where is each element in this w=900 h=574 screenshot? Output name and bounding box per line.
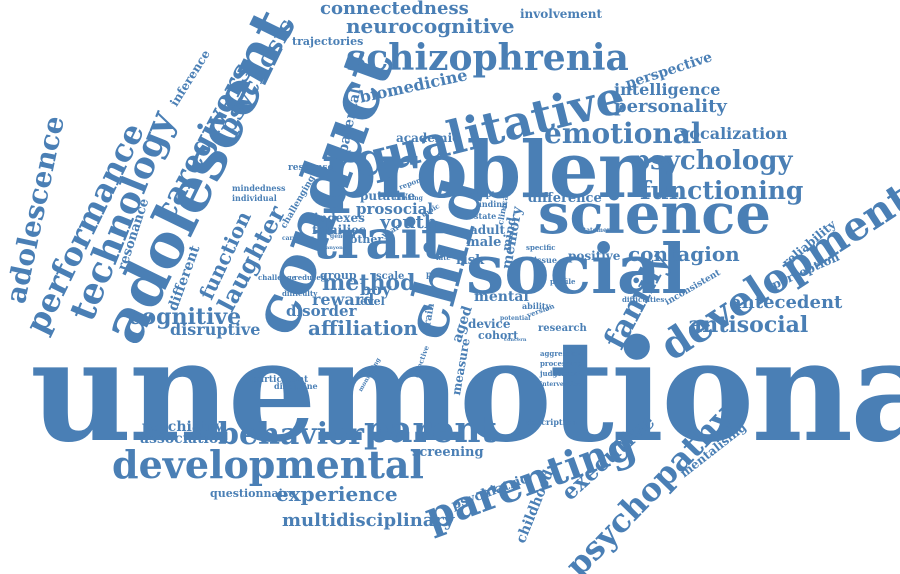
word-screening: screening xyxy=(412,445,484,460)
word-caregiver: caregiver xyxy=(282,235,314,242)
word-putative: putative xyxy=(360,189,416,203)
word-social: social xyxy=(466,230,687,310)
word-response: response xyxy=(288,163,334,173)
word-proc: proc xyxy=(426,269,447,279)
word-method: method xyxy=(322,270,416,296)
word-risk: risk xyxy=(456,253,485,268)
word-difficulty: difficulty xyxy=(282,289,318,298)
word-cohort: cohort xyxy=(478,329,519,342)
word-group: group xyxy=(320,269,357,282)
word-problem: problem xyxy=(322,125,680,216)
word-level: level xyxy=(356,295,385,308)
word-cognitive: cognitive xyxy=(128,304,242,330)
word-mental: mental xyxy=(474,289,529,305)
word-research: research xyxy=(538,323,587,334)
word-involvement: involvement xyxy=(520,7,603,21)
word-description: description xyxy=(526,417,577,427)
word-academic: academic xyxy=(396,131,460,145)
word-discipline: discipline xyxy=(274,381,318,391)
word-antecedent: antecedent xyxy=(730,292,843,313)
word-unemotional: unemotional xyxy=(30,310,900,474)
word-potential: potential xyxy=(500,315,531,322)
word-psychology: psychology xyxy=(632,146,793,176)
word-aggression: aggression xyxy=(540,349,583,358)
word-late: late xyxy=(436,253,451,262)
word-intervention: intervention xyxy=(540,381,582,388)
word-reward: reward xyxy=(312,290,375,309)
word-issue: issue xyxy=(534,255,557,265)
word-anyone: anyone xyxy=(326,245,346,251)
word-reduced: reduced xyxy=(294,273,326,282)
word-families: families xyxy=(312,223,366,237)
word-finding: finding xyxy=(476,199,508,209)
word-device: device xyxy=(468,317,511,331)
word-antisocial: antisocial xyxy=(688,312,809,338)
word-association: association xyxy=(140,431,229,447)
word-questionnaire: questionnaire xyxy=(210,487,296,500)
word-participant: participant xyxy=(252,375,309,385)
word-statement: statement xyxy=(580,227,614,234)
word-multidisciplinary: multidisciplinary xyxy=(282,510,455,531)
word-general: general xyxy=(330,233,356,240)
word-vocalization: vocalization xyxy=(680,124,788,143)
word-judgement: judgement xyxy=(540,369,583,378)
word-concern: concern xyxy=(504,337,527,343)
word-ability: ability xyxy=(522,301,551,311)
word-difficulties: difficulties xyxy=(622,295,665,304)
word-trait: trait xyxy=(312,207,446,271)
word-indexes: indexes xyxy=(314,211,365,225)
word-thinking: thinking xyxy=(394,195,423,202)
word-prosocial: prosocial xyxy=(356,200,434,218)
word-trajectories: trajectories xyxy=(292,35,364,48)
word-individual: individual xyxy=(232,193,277,203)
word-affiliation: affiliation xyxy=(308,316,418,340)
word-difference: difference xyxy=(528,191,602,206)
word-scale: scale xyxy=(376,271,405,282)
word-emotional: emotional xyxy=(544,117,702,150)
word-functioning: functioning xyxy=(640,176,804,205)
word-boy: boy xyxy=(360,280,392,299)
word-personality: personality xyxy=(614,96,727,117)
word-chapter: chapter xyxy=(470,189,505,199)
word-science: science xyxy=(538,181,771,247)
word-experience: experience xyxy=(276,482,398,506)
word-behavior: behavior xyxy=(218,417,364,452)
word-adult: adult xyxy=(470,223,505,237)
word-contagion: contagion xyxy=(628,242,740,266)
word-state: state xyxy=(474,211,497,221)
word-other: other xyxy=(350,233,384,246)
word-psychiatry: psychiatry xyxy=(142,419,223,435)
word-disorder: disorder xyxy=(286,302,357,320)
word-mindedness: mindedness xyxy=(232,183,286,193)
word-male: male xyxy=(466,235,502,250)
word-connectedness: connectedness xyxy=(320,0,469,19)
word-intelligence: intelligence xyxy=(614,80,721,99)
word-schizophrenia: schizophrenia xyxy=(346,37,629,79)
word-challenge: challenge xyxy=(258,273,297,282)
word-specific: specific xyxy=(526,243,556,252)
word-parent: parent xyxy=(364,409,498,451)
word-disruptive: disruptive xyxy=(170,320,261,339)
word-profile: profile xyxy=(550,277,576,286)
word-positive: positive xyxy=(568,249,621,263)
word-developmental: developmental xyxy=(112,442,424,487)
word-youth: youth xyxy=(380,212,437,233)
word-neurocognitive: neurocognitive xyxy=(346,14,515,38)
word-processing: processing xyxy=(540,359,583,368)
